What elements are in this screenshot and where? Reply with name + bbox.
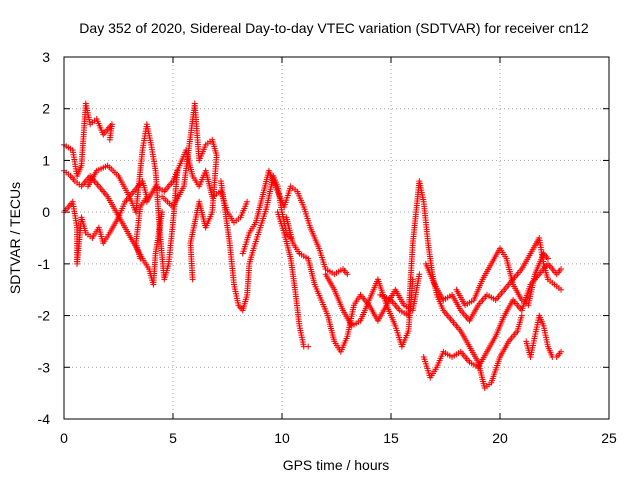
x-axis-label: GPS time / hours	[283, 457, 390, 473]
y-tick-label: 3	[42, 49, 50, 65]
x-tick-label: 25	[601, 430, 617, 446]
data-point	[416, 271, 423, 278]
y-tick-label: -1	[38, 256, 51, 272]
x-tick-labels: 0 5 10 15 20 25	[60, 430, 617, 446]
y-tick-label: 0	[42, 204, 50, 220]
data-point	[244, 198, 251, 205]
data-point	[159, 209, 166, 216]
axis-ticks	[63, 56, 610, 420]
x-tick-label: 0	[60, 430, 68, 446]
data-point	[558, 286, 565, 293]
grid	[64, 57, 609, 419]
data-point	[106, 136, 113, 143]
data-point	[544, 255, 551, 262]
x-tick-label: 5	[169, 430, 177, 446]
y-tick-label: -4	[38, 411, 51, 427]
data-point	[137, 255, 144, 262]
data-point	[344, 271, 351, 278]
chart-title: Day 352 of 2020, Sidereal Day-to-day VTE…	[79, 20, 589, 36]
data-point	[558, 348, 565, 355]
x-tick-label: 20	[492, 430, 508, 446]
data-point	[518, 312, 525, 319]
x-tick-label: 15	[383, 430, 399, 446]
y-tick-label: 2	[42, 101, 50, 117]
data-point	[558, 266, 565, 273]
data-points	[61, 100, 565, 391]
y-axis-label: SDTVAR / TECUs	[7, 182, 23, 294]
y-tick-label: -3	[38, 359, 51, 375]
y-tick-label: -2	[38, 308, 51, 324]
plot-frame	[63, 56, 610, 420]
y-tick-label: 1	[42, 152, 50, 168]
data-point	[189, 276, 196, 283]
x-tick-label: 10	[274, 430, 290, 446]
data-point	[305, 343, 312, 350]
y-tick-labels: -4 -3 -2 -1 0 1 2 3	[38, 49, 51, 427]
